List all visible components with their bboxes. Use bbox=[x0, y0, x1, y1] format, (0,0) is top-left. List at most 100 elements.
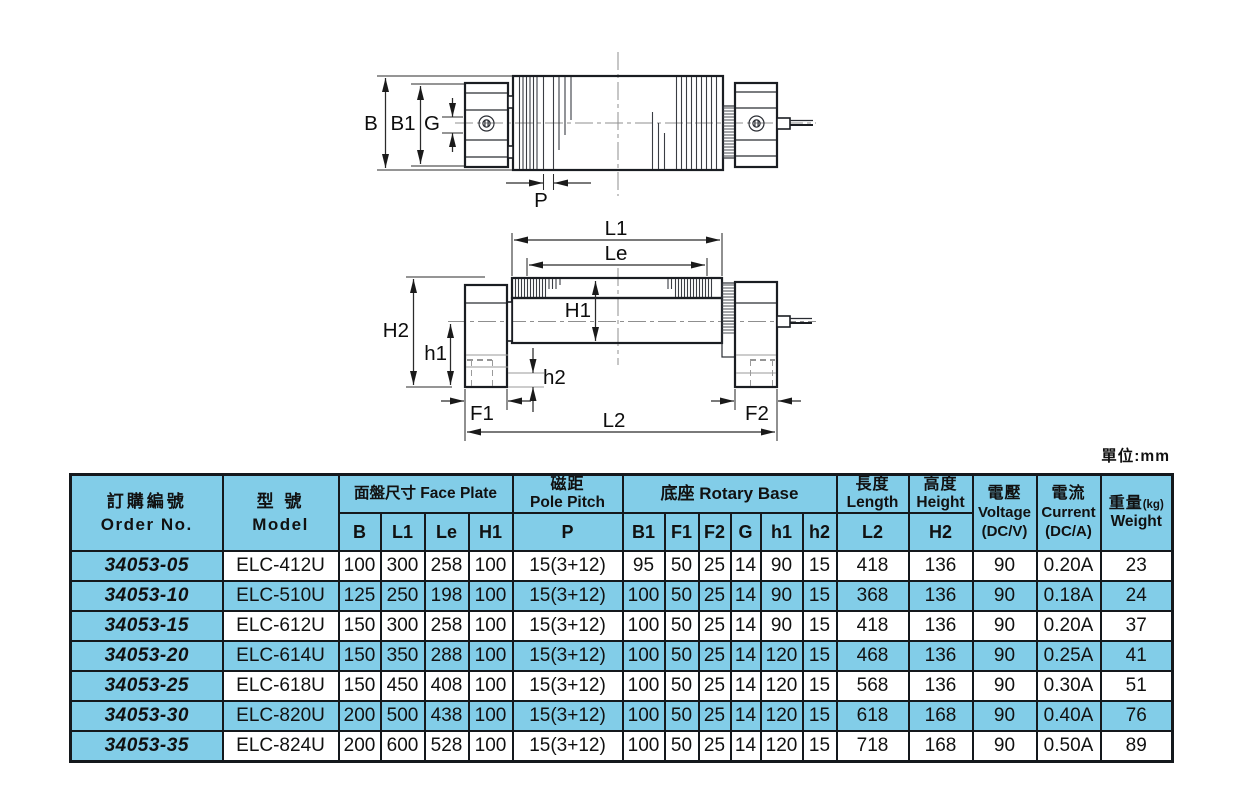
header-length: 長度 Length bbox=[835, 473, 910, 514]
cell-B: 100 bbox=[337, 550, 382, 582]
cell-H2: 168 bbox=[907, 700, 974, 732]
cell-L2: 468 bbox=[835, 640, 910, 672]
cell-F2: 25 bbox=[697, 550, 732, 582]
spec-table-body: 34053-05 ELC-412U 100 300 258 100 15(3+12) 95 50… bbox=[69, 550, 1174, 763]
cell-voltage: 90 bbox=[971, 610, 1038, 642]
cell-F2: 25 bbox=[697, 670, 732, 702]
cell-H1: 100 bbox=[467, 730, 514, 763]
cell-current: 0.50A bbox=[1035, 730, 1102, 763]
cell-F1: 50 bbox=[663, 610, 700, 642]
cell-B1: 100 bbox=[621, 610, 666, 642]
header-face-plate: 面盤尺寸 Face Plate bbox=[337, 473, 514, 514]
cell-h2: 15 bbox=[801, 640, 838, 672]
cell-F2: 25 bbox=[697, 610, 732, 642]
cell-G: 14 bbox=[729, 640, 762, 672]
cell-Le: 288 bbox=[423, 640, 470, 672]
cell-h1: 120 bbox=[759, 670, 804, 702]
header-height-en: Height bbox=[916, 494, 965, 511]
cell-H2: 136 bbox=[907, 670, 974, 702]
header-col-f1: F1 bbox=[663, 512, 700, 552]
cell-order_no: 34053-05 bbox=[69, 550, 224, 582]
cell-G: 14 bbox=[729, 700, 762, 732]
dim-label-b: B bbox=[364, 112, 378, 135]
header-voltage-zh: 電壓 bbox=[987, 485, 1022, 502]
header-current-unit: (DC/A) bbox=[1045, 523, 1092, 540]
cell-F1: 50 bbox=[663, 700, 700, 732]
header-weight-unit: (kg) bbox=[1142, 499, 1164, 511]
table-row: 34053-35 ELC-824U 200 600 528 100 15(3+12) 100 5… bbox=[69, 730, 1174, 763]
cell-order_no: 34053-15 bbox=[69, 610, 224, 642]
cell-G: 14 bbox=[729, 670, 762, 702]
cell-H2: 168 bbox=[907, 730, 974, 763]
cell-model: ELC-824U bbox=[221, 730, 340, 763]
cell-model: ELC-618U bbox=[221, 670, 340, 702]
cell-F1: 50 bbox=[663, 640, 700, 672]
cell-Le: 528 bbox=[423, 730, 470, 763]
cell-L2: 418 bbox=[835, 610, 910, 642]
cell-h2: 15 bbox=[801, 550, 838, 582]
cell-L2: 568 bbox=[835, 670, 910, 702]
table-row: 34053-30 ELC-820U 200 500 438 100 15(3+12) 100 5… bbox=[69, 700, 1174, 732]
header-weight: 重量(kg) Weight bbox=[1099, 473, 1174, 552]
side-view: L1 Le H1 bbox=[383, 217, 816, 441]
magnet-body-side bbox=[510, 296, 724, 345]
header-height: 高度 Height bbox=[907, 473, 974, 514]
cell-G: 14 bbox=[729, 580, 762, 612]
header-voltage: 電壓 Voltage (DC/V) bbox=[971, 473, 1038, 552]
cell-weight: 51 bbox=[1099, 670, 1174, 702]
cell-F2: 25 bbox=[697, 700, 732, 732]
cell-B: 200 bbox=[337, 730, 382, 763]
dim-label-h1-cap: H1 bbox=[565, 299, 591, 322]
header-model: 型 號 Model bbox=[221, 473, 340, 552]
dim-label-f2: F2 bbox=[745, 402, 769, 425]
screw-icon bbox=[478, 115, 495, 132]
cell-H1: 100 bbox=[467, 580, 514, 612]
header-row-groups: 訂購編號 Order No. 型 號 Model 面盤尺寸 Face Plate… bbox=[69, 473, 1174, 552]
cell-voltage: 90 bbox=[971, 730, 1038, 763]
cell-voltage: 90 bbox=[971, 580, 1038, 612]
cell-model: ELC-614U bbox=[221, 640, 340, 672]
dimension-drawings: B B1 G P L1 Le H1 bbox=[364, 52, 816, 441]
cell-P: 15(3+12) bbox=[511, 700, 624, 732]
right-end-block-top bbox=[733, 81, 779, 169]
header-current: 電流 Current (DC/A) bbox=[1035, 473, 1102, 552]
left-end-block-top bbox=[463, 81, 510, 169]
pole-lines-left bbox=[518, 77, 572, 169]
header-rotary-base-label: 底座 Rotary Base bbox=[660, 483, 799, 503]
header-weight-en: Weight bbox=[1110, 513, 1162, 530]
cell-B1: 100 bbox=[621, 730, 666, 763]
cell-L1: 500 bbox=[379, 700, 426, 732]
header-col-g: G bbox=[729, 512, 762, 552]
cell-H1: 100 bbox=[467, 610, 514, 642]
cable-connector bbox=[776, 315, 791, 328]
cell-P: 15(3+12) bbox=[511, 640, 624, 672]
cell-h2: 15 bbox=[801, 730, 838, 763]
cell-H2: 136 bbox=[907, 640, 974, 672]
left-tab-upper bbox=[507, 95, 514, 109]
table-row: 34053-25 ELC-618U 150 450 408 100 15(3+12) 100 5… bbox=[69, 670, 1174, 702]
header-height-zh: 高度 bbox=[923, 476, 958, 493]
header-voltage-en: Voltage bbox=[977, 504, 1032, 521]
header-col-h1-small: h1 bbox=[759, 512, 804, 552]
cell-weight: 89 bbox=[1099, 730, 1174, 763]
table-row: 34053-10 ELC-510U 125 250 198 100 15(3+12) 100 5… bbox=[69, 580, 1174, 612]
header-voltage-unit: (DC/V) bbox=[981, 523, 1028, 540]
cell-h1: 120 bbox=[759, 640, 804, 672]
header-face-plate-label: 面盤尺寸 Face Plate bbox=[354, 485, 497, 502]
cell-L2: 718 bbox=[835, 730, 910, 763]
header-current-zh: 電流 bbox=[1051, 485, 1086, 502]
cell-voltage: 90 bbox=[971, 640, 1038, 672]
strip-hatch-right bbox=[667, 279, 713, 297]
dim-label-f1: F1 bbox=[470, 402, 494, 425]
cell-model: ELC-510U bbox=[221, 580, 340, 612]
header-col-b: B bbox=[337, 512, 382, 552]
cell-voltage: 90 bbox=[971, 670, 1038, 702]
cell-H2: 136 bbox=[907, 610, 974, 642]
header-col-p: P bbox=[511, 512, 624, 552]
header-col-l2: L2 bbox=[835, 512, 910, 552]
cell-B1: 100 bbox=[621, 580, 666, 612]
header-pole-pitch-zh: 磁距 bbox=[550, 476, 585, 493]
cell-order_no: 34053-20 bbox=[69, 640, 224, 672]
cell-B: 125 bbox=[337, 580, 382, 612]
header-col-f2: F2 bbox=[697, 512, 732, 552]
